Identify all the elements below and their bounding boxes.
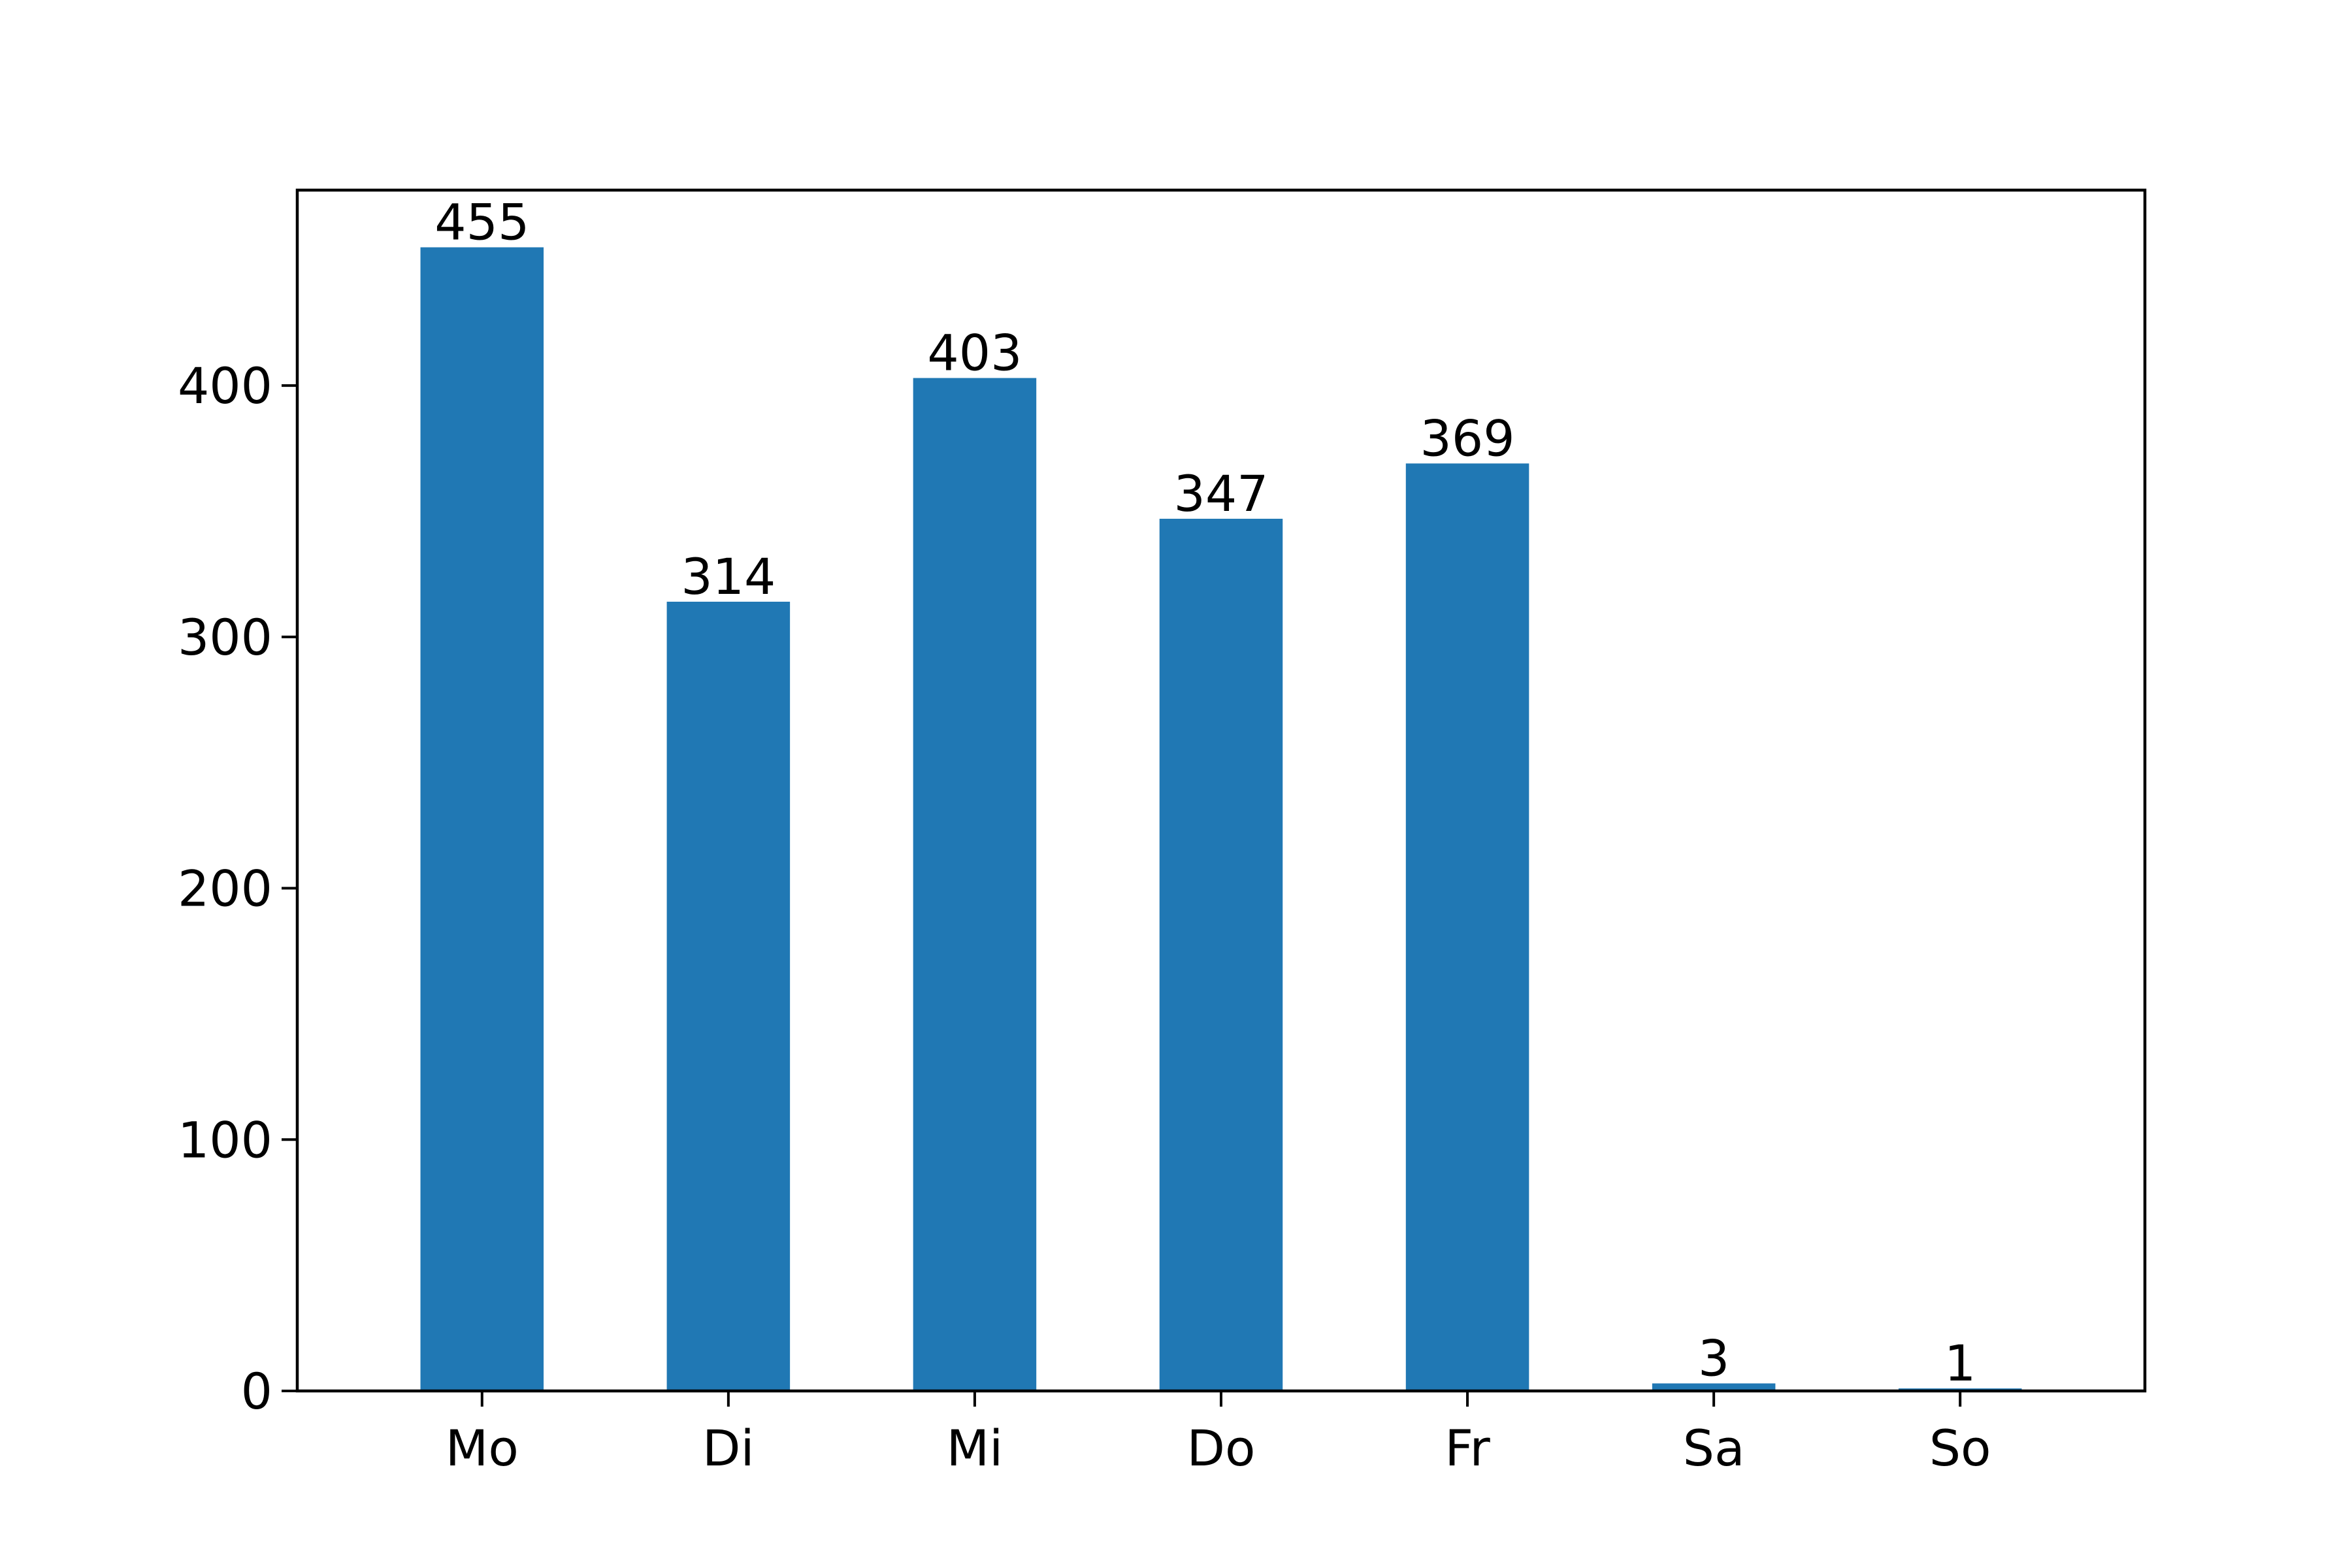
x-tick-label: Mo — [446, 1419, 519, 1477]
y-tick-label: 0 — [241, 1362, 272, 1420]
x-tick-label: Sa — [1683, 1419, 1745, 1477]
plot-frame — [295, 188, 2147, 1393]
x-tick-label: Di — [702, 1419, 755, 1477]
bar-value-label: 403 — [927, 324, 1022, 382]
bar-value-label: 314 — [681, 547, 776, 606]
bar-value-label: 369 — [1420, 409, 1515, 467]
x-tick-label: Fr — [1445, 1419, 1490, 1477]
bars-group — [420, 247, 2022, 1392]
bar-mi — [913, 378, 1037, 1391]
x-tick-label: So — [1929, 1419, 1991, 1477]
bar-di — [666, 601, 791, 1392]
x-axis-ticks: Mo Di Mi Do Fr Sa So — [446, 1391, 1991, 1477]
bar-value-label: 347 — [1173, 465, 1268, 523]
bar-value-label: 1 — [1944, 1334, 1976, 1392]
bar-value-label: 3 — [1698, 1329, 1729, 1387]
bar-fr — [1405, 463, 1529, 1391]
bar-mo — [420, 247, 544, 1391]
y-tick-label: 100 — [178, 1111, 272, 1169]
y-tick-label: 200 — [178, 860, 272, 918]
bar-labels-group: 455 314 403 347 369 3 1 — [434, 193, 1976, 1393]
y-axis-ticks: 0 100 200 300 400 — [178, 357, 297, 1420]
bar-do — [1159, 519, 1283, 1391]
y-tick-label: 400 — [178, 357, 272, 415]
x-tick-label: Mi — [947, 1419, 1004, 1477]
x-tick-label: Do — [1186, 1419, 1255, 1477]
bar-value-label: 455 — [434, 193, 529, 252]
y-tick-label: 300 — [178, 608, 272, 666]
bar-sa — [1652, 1383, 1776, 1391]
